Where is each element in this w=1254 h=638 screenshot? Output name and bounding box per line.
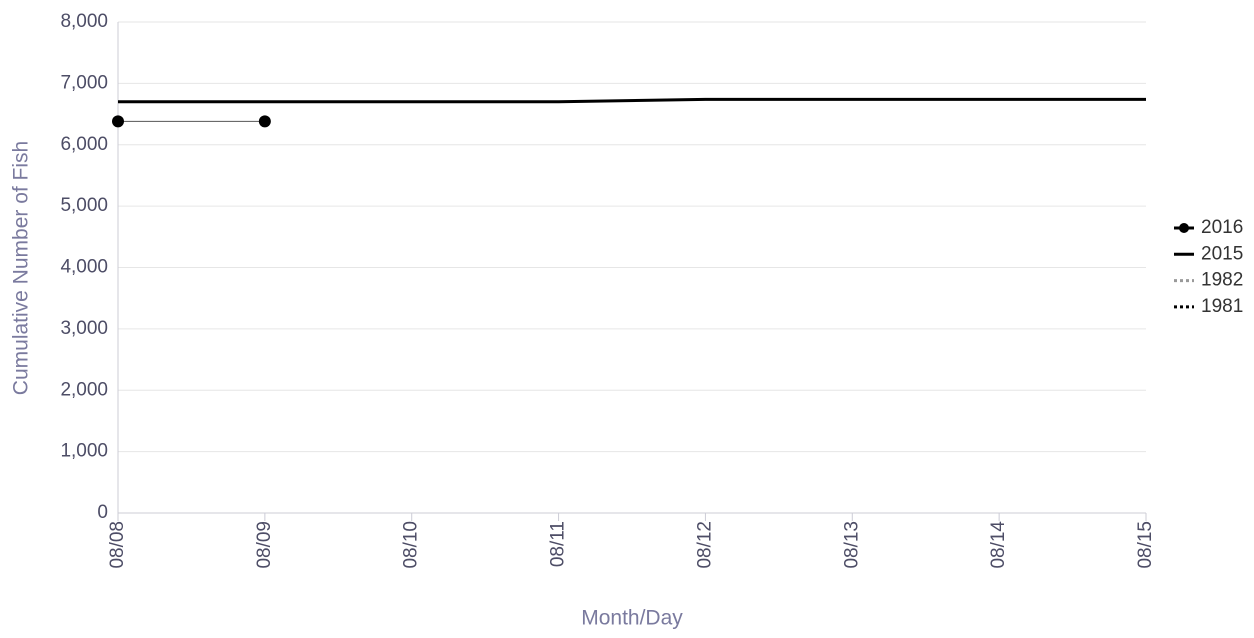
x-tick-label: 08/09: [254, 521, 275, 569]
x-axis-title: Month/Day: [581, 607, 683, 630]
x-tick-label: 08/14: [988, 521, 1009, 569]
legend-label: 1982: [1201, 270, 1243, 291]
data-point: [258, 115, 271, 128]
y-tick-label: 1,000: [60, 441, 108, 462]
x-tick-label: 08/08: [107, 521, 128, 569]
data-point: [112, 115, 124, 128]
y-tick-label: 2,000: [60, 379, 108, 400]
legend-marker-dot: [1179, 223, 1189, 233]
y-tick-label: 6,000: [60, 134, 108, 155]
y-axis-title: Cumulative Number of Fish: [10, 141, 33, 395]
x-tick-label: 08/11: [548, 521, 569, 567]
x-tick-label: 08/10: [401, 521, 422, 569]
x-tick-label: 08/13: [841, 521, 862, 569]
y-tick-label: 7,000: [60, 72, 108, 93]
x-tick-label: 08/15: [1135, 521, 1156, 569]
legend-label: 2015: [1201, 243, 1243, 264]
legend-label: 1981: [1201, 296, 1243, 317]
y-tick-label: 0: [97, 502, 108, 523]
x-tick-label: 08/12: [694, 521, 715, 569]
legend-label: 2016: [1201, 217, 1243, 238]
y-tick-label: 4,000: [60, 257, 108, 278]
y-tick-label: 3,000: [60, 318, 108, 339]
y-tick-label: 5,000: [60, 195, 108, 216]
series-line: [118, 97, 1146, 104]
y-tick-label: 8,000: [60, 11, 108, 32]
